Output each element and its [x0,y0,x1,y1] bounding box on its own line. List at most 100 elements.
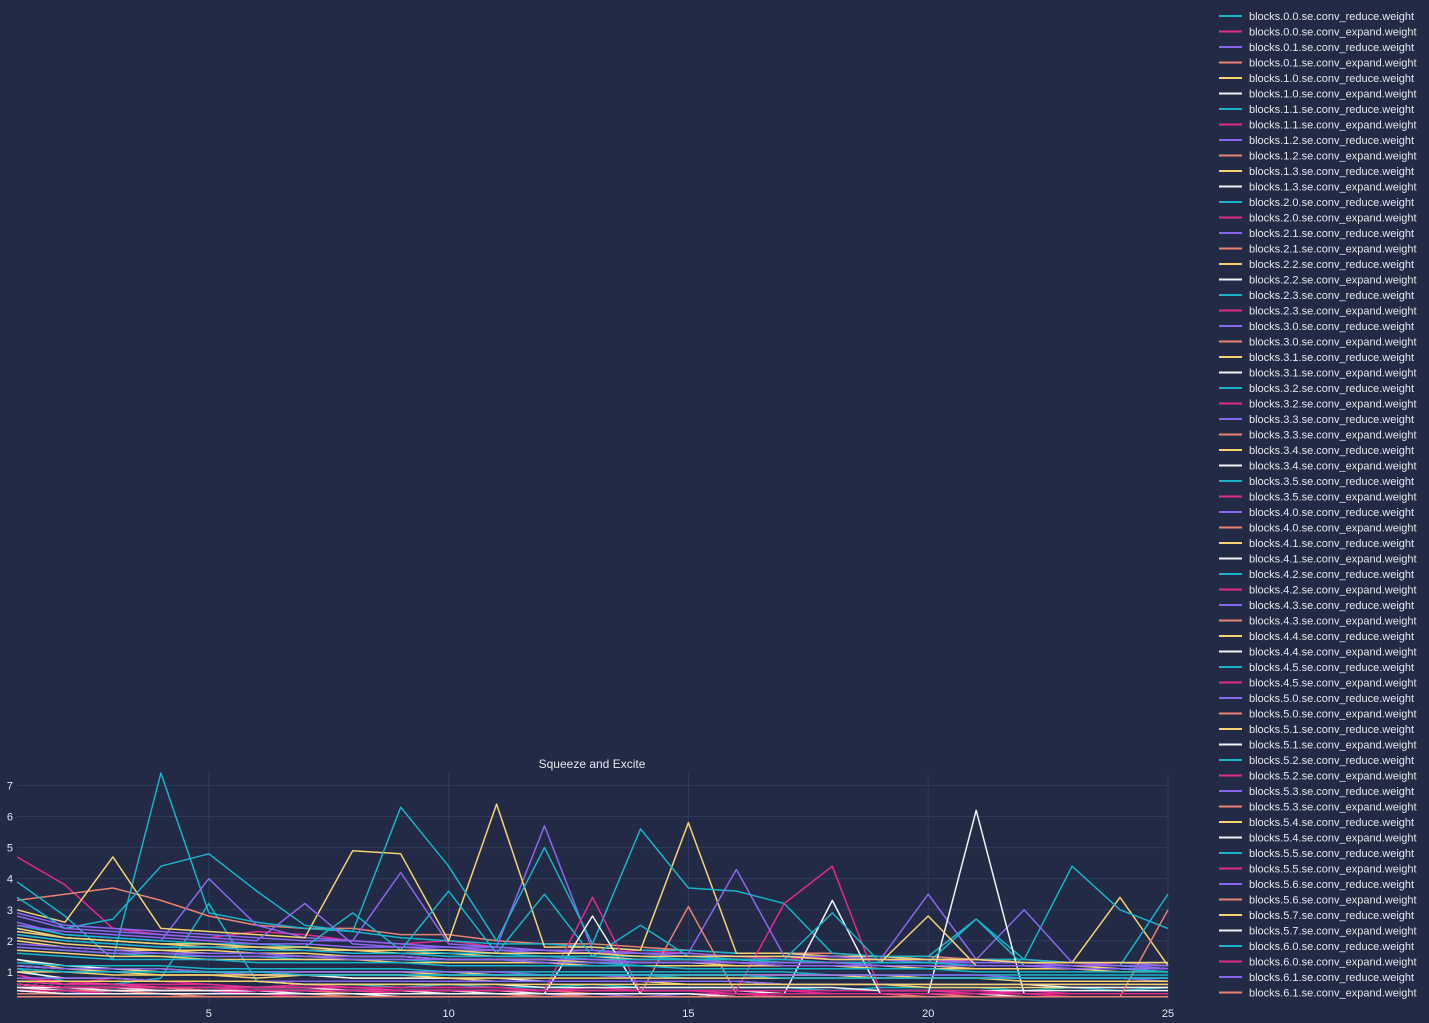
legend-item[interactable]: blocks.4.5.se.conv_expand.weight [1219,678,1417,690]
legend-item[interactable]: blocks.0.0.se.conv_expand.weight [1219,27,1417,39]
legend-item[interactable]: blocks.3.3.se.conv_expand.weight [1219,430,1417,442]
y-tick-label: 5 [7,843,13,855]
legend-item[interactable]: blocks.1.2.se.conv_reduce.weight [1219,135,1414,147]
legend-item[interactable]: blocks.4.0.se.conv_reduce.weight [1219,507,1414,519]
legend-label: blocks.3.3.se.conv_reduce.weight [1249,414,1414,426]
legend-item[interactable]: blocks.4.3.se.conv_expand.weight [1219,616,1417,628]
legend-item[interactable]: blocks.2.0.se.conv_reduce.weight [1219,197,1414,209]
series-line[interactable] [16,968,1168,979]
chart-title: Squeeze and Excite [539,757,646,771]
y-tick-label: 4 [7,874,13,886]
legend-item[interactable]: blocks.0.1.se.conv_reduce.weight [1219,42,1414,54]
legend-label: blocks.1.1.se.conv_expand.weight [1249,120,1417,132]
legend-label: blocks.6.1.se.conv_expand.weight [1249,988,1417,1000]
legend-label: blocks.3.1.se.conv_reduce.weight [1249,352,1414,364]
legend-item[interactable]: blocks.2.1.se.conv_expand.weight [1219,244,1417,256]
legend-item[interactable]: blocks.6.0.se.conv_expand.weight [1219,957,1417,969]
series-line[interactable] [16,927,1168,964]
legend-item[interactable]: blocks.4.2.se.conv_reduce.weight [1219,569,1414,581]
legend-item[interactable]: blocks.5.2.se.conv_reduce.weight [1219,755,1414,767]
legend-label: blocks.3.3.se.conv_expand.weight [1249,430,1417,442]
legend-item[interactable]: blocks.5.1.se.conv_expand.weight [1219,740,1417,752]
legend-item[interactable]: blocks.2.0.se.conv_expand.weight [1219,213,1417,225]
legend-item[interactable]: blocks.4.4.se.conv_reduce.weight [1219,631,1414,643]
legend-item[interactable]: blocks.3.2.se.conv_reduce.weight [1219,383,1414,395]
legend-item[interactable]: blocks.4.3.se.conv_reduce.weight [1219,600,1414,612]
legend-item[interactable]: blocks.4.2.se.conv_expand.weight [1219,585,1417,597]
legend-item[interactable]: blocks.5.7.se.conv_expand.weight [1219,926,1417,938]
legend-item[interactable]: blocks.5.3.se.conv_expand.weight [1219,802,1417,814]
series-line[interactable] [16,825,1168,967]
legend-item[interactable]: blocks.1.2.se.conv_expand.weight [1219,151,1417,163]
legend-item[interactable]: blocks.5.5.se.conv_reduce.weight [1219,848,1414,860]
legend-item[interactable]: blocks.0.1.se.conv_expand.weight [1219,58,1417,70]
legend-label: blocks.3.1.se.conv_expand.weight [1249,368,1417,380]
legend-item[interactable]: blocks.5.0.se.conv_reduce.weight [1219,693,1414,705]
legend-item[interactable]: blocks.2.3.se.conv_expand.weight [1219,306,1417,318]
legend-label: blocks.4.1.se.conv_reduce.weight [1249,538,1414,550]
legend-item[interactable]: blocks.1.1.se.conv_reduce.weight [1219,104,1414,116]
series-line[interactable] [16,952,1168,973]
legend-item[interactable]: blocks.3.0.se.conv_reduce.weight [1219,321,1414,333]
legend-item[interactable]: blocks.1.0.se.conv_expand.weight [1219,89,1417,101]
legend-label: blocks.0.0.se.conv_reduce.weight [1249,11,1414,23]
legend[interactable]: blocks.0.0.se.conv_reduce.weight blocks.0… [1219,11,1417,1000]
x-tick-label: 15 [682,1008,694,1020]
legend-item[interactable]: blocks.3.1.se.conv_reduce.weight [1219,352,1414,364]
series-line[interactable] [16,983,1168,995]
legend-item[interactable]: blocks.1.3.se.conv_reduce.weight [1219,166,1414,178]
x-tick-label: 20 [922,1008,934,1020]
legend-item[interactable]: blocks.6.1.se.conv_expand.weight [1219,988,1417,1000]
legend-item[interactable]: blocks.2.3.se.conv_reduce.weight [1219,290,1414,302]
legend-item[interactable]: blocks.4.1.se.conv_expand.weight [1219,554,1417,566]
legend-item[interactable]: blocks.4.0.se.conv_expand.weight [1219,523,1417,535]
y-tick-label: 3 [7,905,13,917]
legend-item[interactable]: blocks.3.1.se.conv_expand.weight [1219,368,1417,380]
legend-label: blocks.4.2.se.conv_expand.weight [1249,585,1417,597]
series-line[interactable] [17,980,1168,986]
legend-item[interactable]: blocks.5.4.se.conv_reduce.weight [1219,817,1414,829]
legend-item[interactable]: blocks.1.3.se.conv_expand.weight [1219,182,1417,194]
legend-label: blocks.5.3.se.conv_reduce.weight [1249,786,1414,798]
legend-item[interactable]: blocks.5.7.se.conv_reduce.weight [1219,910,1414,922]
legend-item[interactable]: blocks.6.0.se.conv_reduce.weight [1219,941,1414,953]
legend-item[interactable]: blocks.3.2.se.conv_expand.weight [1219,399,1417,411]
legend-item[interactable]: blocks.5.3.se.conv_reduce.weight [1219,786,1414,798]
legend-item[interactable]: blocks.5.0.se.conv_expand.weight [1219,709,1417,721]
legend-item[interactable]: blocks.5.6.se.conv_reduce.weight [1219,879,1414,891]
legend-label: blocks.1.0.se.conv_expand.weight [1249,89,1417,101]
legend-item[interactable]: blocks.3.4.se.conv_reduce.weight [1219,445,1414,457]
legend-item[interactable]: blocks.5.2.se.conv_expand.weight [1219,771,1417,783]
legend-item[interactable]: blocks.6.1.se.conv_reduce.weight [1219,972,1414,984]
legend-label: blocks.2.0.se.conv_reduce.weight [1249,197,1414,209]
series-line[interactable] [16,865,1168,995]
legend-item[interactable]: blocks.3.3.se.conv_reduce.weight [1219,414,1414,426]
legend-label: blocks.5.5.se.conv_expand.weight [1249,864,1417,876]
y-tick-label: 2 [7,936,13,948]
legend-label: blocks.6.1.se.conv_reduce.weight [1249,972,1414,984]
legend-item[interactable]: blocks.3.4.se.conv_expand.weight [1219,461,1417,473]
legend-item[interactable]: blocks.5.4.se.conv_expand.weight [1219,833,1417,845]
legend-item[interactable]: blocks.3.5.se.conv_reduce.weight [1219,476,1414,488]
legend-item[interactable]: blocks.0.0.se.conv_reduce.weight [1219,11,1414,23]
legend-item[interactable]: blocks.2.1.se.conv_reduce.weight [1219,228,1414,240]
legend-item[interactable]: blocks.4.5.se.conv_reduce.weight [1219,662,1414,674]
legend-label: blocks.5.2.se.conv_reduce.weight [1249,755,1414,767]
legend-label: blocks.2.2.se.conv_expand.weight [1249,275,1417,287]
legend-item[interactable]: blocks.1.1.se.conv_expand.weight [1219,120,1417,132]
legend-item[interactable]: blocks.3.5.se.conv_expand.weight [1219,492,1417,504]
legend-item[interactable]: blocks.3.0.se.conv_expand.weight [1219,337,1417,349]
legend-item[interactable]: blocks.5.5.se.conv_expand.weight [1219,864,1417,876]
y-tick-label: 6 [7,812,13,824]
legend-label: blocks.2.1.se.conv_reduce.weight [1249,228,1414,240]
legend-item[interactable]: blocks.4.1.se.conv_reduce.weight [1219,538,1414,550]
x-tick-label: 10 [443,1008,455,1020]
series-line[interactable] [16,946,1168,970]
legend-item[interactable]: blocks.2.2.se.conv_expand.weight [1219,275,1417,287]
legend-item[interactable]: blocks.1.0.se.conv_reduce.weight [1219,73,1414,85]
legend-item[interactable]: blocks.2.2.se.conv_reduce.weight [1219,259,1414,271]
legend-item[interactable]: blocks.4.4.se.conv_expand.weight [1219,647,1417,659]
legend-item[interactable]: blocks.5.6.se.conv_expand.weight [1219,895,1417,907]
legend-item[interactable]: blocks.5.1.se.conv_reduce.weight [1219,724,1414,736]
